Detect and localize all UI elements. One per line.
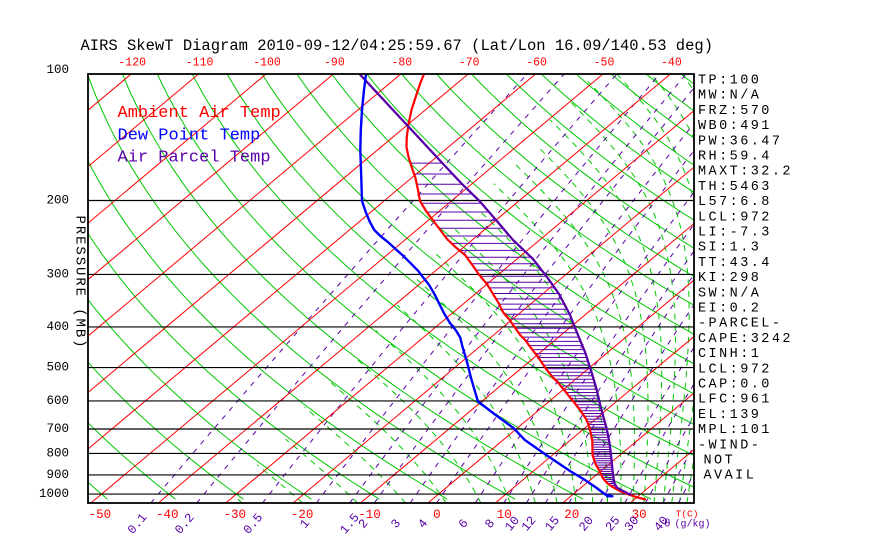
svg-text:RH:59.4: RH:59.4 bbox=[698, 150, 772, 165]
svg-text:LI:-7.3: LI:-7.3 bbox=[698, 226, 772, 241]
svg-text:L57:6.8: L57:6.8 bbox=[698, 195, 772, 210]
svg-text:400: 400 bbox=[46, 320, 69, 334]
svg-text:600: 600 bbox=[46, 394, 69, 408]
svg-text:-PARCEL-: -PARCEL- bbox=[698, 317, 782, 332]
svg-text:-20: -20 bbox=[291, 508, 314, 522]
svg-text:PRESSURE (MB): PRESSURE (MB) bbox=[72, 216, 88, 350]
svg-text:900: 900 bbox=[46, 468, 69, 482]
svg-text:700: 700 bbox=[46, 422, 69, 436]
svg-text:-40: -40 bbox=[661, 57, 682, 70]
svg-text:FRZ:570: FRZ:570 bbox=[698, 104, 772, 119]
svg-text:AVAIL: AVAIL bbox=[704, 469, 757, 484]
svg-text:(g/kg): (g/kg) bbox=[675, 519, 711, 531]
svg-text:10: 10 bbox=[497, 508, 512, 522]
svg-text:MAXT:32.2: MAXT:32.2 bbox=[698, 165, 793, 180]
svg-text:1000: 1000 bbox=[39, 487, 69, 501]
svg-text:200: 200 bbox=[46, 194, 69, 208]
svg-text:500: 500 bbox=[46, 361, 69, 375]
svg-text:T(C): T(C) bbox=[676, 509, 699, 520]
svg-text:SI:1.3: SI:1.3 bbox=[698, 241, 761, 256]
svg-text:-60: -60 bbox=[526, 57, 547, 70]
svg-text:SW:N/A: SW:N/A bbox=[698, 286, 761, 301]
svg-text:-40: -40 bbox=[156, 508, 179, 522]
svg-text:NOT: NOT bbox=[704, 454, 736, 469]
svg-text:EI:0.2: EI:0.2 bbox=[698, 302, 761, 317]
svg-text:PW:36.47: PW:36.47 bbox=[698, 134, 782, 149]
svg-text:300: 300 bbox=[46, 267, 69, 281]
svg-text:-80: -80 bbox=[391, 57, 412, 70]
svg-text:θ: θ bbox=[664, 519, 671, 531]
svg-text:EL:139: EL:139 bbox=[698, 408, 761, 423]
svg-text:TH:5463: TH:5463 bbox=[698, 180, 772, 195]
svg-text:30: 30 bbox=[632, 508, 647, 522]
svg-text:AIRS SkewT Diagram 2010-09-12/: AIRS SkewT Diagram 2010-09-12/04:25:59.6… bbox=[81, 37, 714, 55]
svg-text:Air Parcel Temp: Air Parcel Temp bbox=[118, 149, 271, 168]
svg-text:CINH:1: CINH:1 bbox=[698, 347, 761, 362]
svg-text:-30: -30 bbox=[223, 508, 246, 522]
svg-text:800: 800 bbox=[46, 447, 69, 461]
svg-text:-110: -110 bbox=[186, 57, 214, 70]
svg-text:0: 0 bbox=[433, 508, 441, 522]
svg-text:LCL:972: LCL:972 bbox=[698, 362, 772, 377]
svg-text:-120: -120 bbox=[118, 57, 146, 70]
svg-text:-100: -100 bbox=[253, 57, 281, 70]
svg-text:-70: -70 bbox=[459, 57, 480, 70]
svg-text:CAPE:3242: CAPE:3242 bbox=[698, 332, 793, 347]
svg-text:CAP:0.0: CAP:0.0 bbox=[698, 378, 772, 393]
svg-text:-10: -10 bbox=[358, 508, 381, 522]
svg-text:-50: -50 bbox=[89, 508, 112, 522]
svg-text:MW:N/A: MW:N/A bbox=[698, 89, 761, 104]
svg-text:KI:298: KI:298 bbox=[698, 271, 761, 286]
svg-text:TT:43.4: TT:43.4 bbox=[698, 256, 772, 271]
svg-text:TP:100: TP:100 bbox=[698, 74, 761, 89]
svg-text:LCL:972: LCL:972 bbox=[698, 210, 772, 225]
svg-text:Dew Point Temp: Dew Point Temp bbox=[118, 127, 261, 146]
svg-text:LFC:961: LFC:961 bbox=[698, 393, 772, 408]
svg-text:MPL:101: MPL:101 bbox=[698, 423, 772, 438]
svg-text:-90: -90 bbox=[324, 57, 345, 70]
svg-text:-50: -50 bbox=[594, 57, 615, 70]
svg-text:20: 20 bbox=[564, 508, 579, 522]
svg-text:-WIND-: -WIND- bbox=[698, 438, 761, 453]
svg-text:WB0:491: WB0:491 bbox=[698, 119, 772, 134]
svg-text:Ambient Air Temp: Ambient Air Temp bbox=[118, 104, 281, 123]
svg-text:100: 100 bbox=[46, 63, 69, 77]
